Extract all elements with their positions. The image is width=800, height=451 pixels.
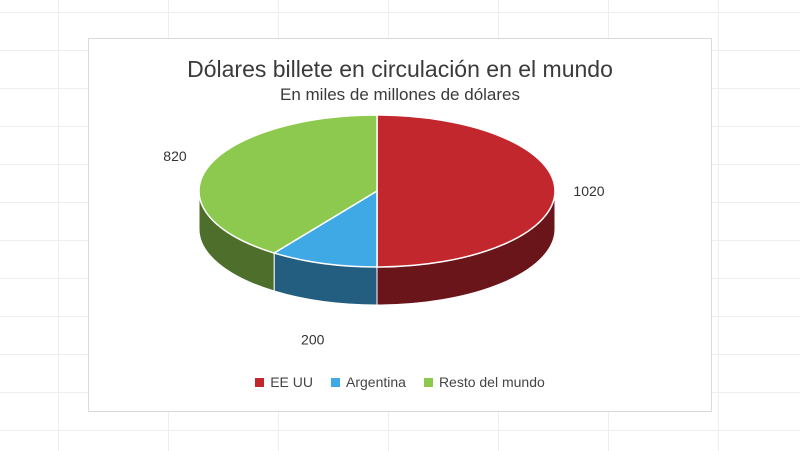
pie-top-faces (198, 114, 556, 268)
legend-item-ee-uu: EE UU (255, 374, 313, 390)
pie-slice-ee-uu[interactable] (376, 114, 556, 268)
legend-swatch-resto-del-mundo (423, 377, 433, 387)
pie-data-labels: 1020 200 820 (163, 148, 604, 348)
chart-title: Dólares billete en circulación en el mun… (187, 56, 613, 82)
legend-item-resto-del-mundo: Resto del mundo (423, 374, 545, 390)
data-label-argentina: 200 (301, 332, 325, 348)
legend-label-argentina: Argentina (346, 374, 406, 390)
chart-subtitle: En miles de millones de dólares (279, 85, 520, 104)
legend-label-resto-del-mundo: Resto del mundo (438, 374, 545, 390)
pie-slice-argentina[interactable] (272, 189, 378, 268)
legend-swatch-argentina (331, 377, 340, 387)
legend-swatch-ee-uu (255, 377, 265, 387)
legend-item-argentina: Argentina (331, 374, 406, 390)
data-label-ee-uu: 1020 (573, 183, 604, 199)
pie-slice-resto-del-mundo[interactable] (198, 114, 378, 254)
pie-plot: 1020 200 820 (163, 114, 605, 348)
data-label-resto-del-mundo: 820 (163, 148, 187, 164)
legend: EE UU Argentina Resto del mundo (89, 374, 711, 390)
legend-label-ee-uu: EE UU (270, 374, 313, 390)
chart-area[interactable]: Dólares billete en circulación en el mun… (88, 38, 712, 412)
